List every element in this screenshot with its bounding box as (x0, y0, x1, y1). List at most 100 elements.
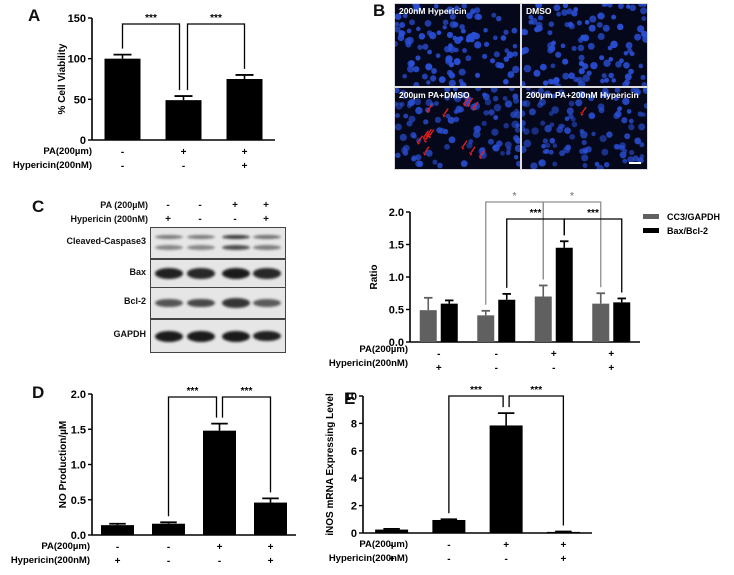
y-tick-label: 0.5 (389, 305, 404, 317)
panel-label-d: D (32, 383, 45, 402)
apoptosis-arrow-icon (442, 108, 449, 118)
bar (152, 523, 185, 535)
significance-bracket (186, 23, 246, 91)
apoptosis-arrow-icon (426, 103, 433, 114)
pa-sign: - (437, 349, 440, 360)
wb-pa-sign: - (166, 200, 170, 211)
apoptosis-arrow-icon (422, 130, 429, 140)
apoptosis-arrow-icon (462, 96, 470, 107)
tile-caption: DMSO (526, 6, 552, 16)
y-tick-label: 2 (351, 501, 357, 513)
y-tick-label: 50 (74, 94, 86, 106)
bar (498, 299, 516, 342)
bar (489, 425, 523, 533)
nuclei-image (522, 4, 647, 86)
svg-text:PA(200µm): PA(200µm) (359, 539, 408, 550)
protein-band (155, 268, 183, 279)
protein-band (222, 245, 250, 250)
y-tick-label: 0 (80, 135, 86, 147)
pa-sign: + (503, 540, 509, 551)
y-axis-title: NO Production/µM (58, 421, 69, 508)
significance-bracket (542, 201, 602, 288)
panel-label-b: B (373, 1, 386, 20)
bar (101, 525, 134, 535)
bar (226, 79, 263, 140)
protein-band (155, 330, 183, 342)
protein-band (222, 235, 250, 239)
legend-swatch (643, 228, 659, 233)
protein-band (253, 268, 281, 279)
pa-sign: - (116, 542, 119, 553)
hypericin-sign: - (218, 556, 221, 567)
svg-text:PA(200µm): PA(200µm) (359, 344, 408, 355)
hypericin-sign: - (121, 161, 124, 172)
y-axis-title: Ratio (369, 265, 380, 290)
svg-text:Hypericin(200nM): Hypericin(200nM) (329, 358, 408, 369)
protein-band (253, 330, 281, 342)
significance-bracket (221, 396, 272, 493)
y-tick-label: 8 (351, 418, 357, 430)
significance-label: * (570, 191, 574, 202)
wb-hyp-sign: - (233, 214, 237, 225)
nuclei-image (522, 88, 647, 169)
apoptosis-arrow-icon (478, 149, 486, 160)
y-tick-label: 1.0 (389, 272, 404, 284)
microscopy-grid: 200nM Hypericin DMSO 200µm PA+DMSO 200µm… (394, 3, 648, 170)
hypericin-row-label: Hypericin(200nM) (13, 160, 92, 171)
tile-caption: 200µm PA+200nM Hypericin (526, 90, 639, 100)
y-tick-label: 100 (68, 54, 86, 66)
protein-band (222, 268, 250, 279)
bar (104, 58, 141, 140)
pa-row-label: PA(200µm) (41, 541, 90, 552)
chart-e-row-labels: PA(200µm) Hypericin(200nM) (329, 539, 408, 564)
y-tick-label: 0.0 (389, 337, 404, 349)
significance-bracket (506, 218, 565, 288)
apoptosis-arrow-icon (422, 146, 430, 156)
pa-sign: + (217, 542, 223, 553)
protein-band (155, 245, 183, 250)
blot-strip-bax (150, 259, 286, 288)
pa-sign: - (447, 540, 450, 551)
protein-band (187, 298, 215, 308)
pa-sign: - (167, 542, 170, 553)
y-tick-label: 0.0 (71, 530, 86, 542)
scale-bar (629, 162, 641, 164)
y-tick-label: 6 (351, 446, 357, 458)
bar (555, 247, 573, 342)
significance-bracket (167, 396, 218, 517)
pa-sign: - (495, 349, 498, 360)
pa-sign: + (181, 147, 187, 158)
hypericin-sign: + (436, 363, 442, 374)
legend-label: CC3/GAPDH (667, 212, 720, 222)
y-tick-label: 10 (345, 391, 357, 403)
microscopy-tile: 200nM Hypericin (394, 3, 521, 87)
panel-label-a: A (28, 6, 41, 25)
significance-label: *** (145, 13, 157, 24)
significance-bracket (563, 218, 623, 293)
blot-row-label: Bax (129, 266, 146, 277)
wb-hyp-header: Hypericin (200nM) (70, 214, 148, 224)
bar (375, 529, 409, 533)
y-tick-label: 1.0 (71, 460, 86, 472)
y-tick-label: 4 (351, 473, 358, 485)
significance-bracket (121, 23, 181, 91)
bar (546, 531, 580, 533)
wb-hyp-sign: + (263, 214, 269, 225)
hypericin-sign: + (560, 554, 566, 565)
bar (419, 310, 437, 342)
pa-sign: + (268, 542, 274, 553)
pa-row-label: PA(200µm) (43, 146, 92, 157)
hypericin-sign: - (182, 161, 185, 172)
tile-caption: 200µm PA+DMSO (399, 90, 470, 100)
bar (440, 303, 458, 342)
apoptosis-arrow-icon (466, 97, 474, 107)
y-tick-label: 150 (68, 13, 86, 25)
significance-label: * (513, 191, 517, 202)
significance-label: *** (530, 208, 542, 219)
protein-band (155, 235, 183, 239)
significance-label: *** (470, 385, 482, 396)
protein-band (222, 330, 250, 342)
apoptosis-arrow-icon (416, 135, 424, 145)
protein-band (187, 235, 215, 239)
hypericin-sign: - (552, 363, 555, 374)
